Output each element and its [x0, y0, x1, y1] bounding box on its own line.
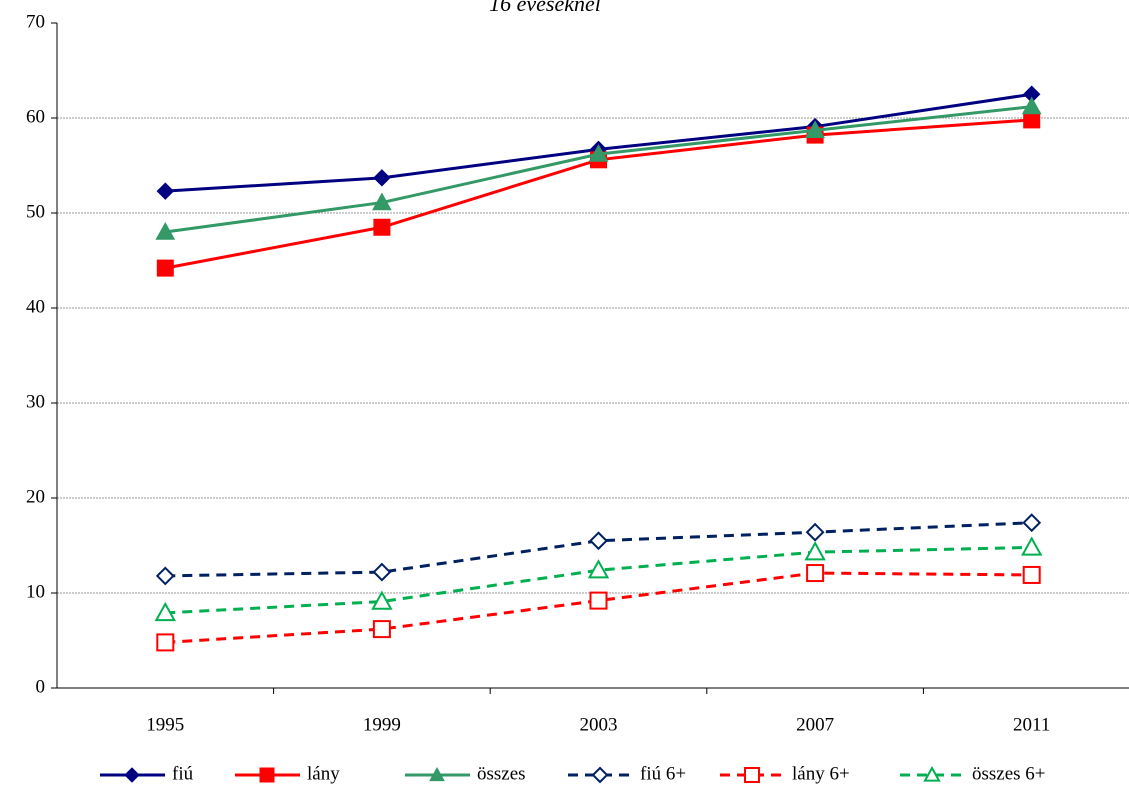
marker [806, 564, 825, 583]
marker [805, 522, 825, 542]
y-tick-label: 60 [26, 106, 45, 127]
x-tick-label: 2011 [1013, 714, 1050, 735]
marker [156, 259, 174, 277]
y-tick-label: 0 [36, 676, 46, 697]
marker [156, 182, 175, 200]
legend-label: összes 6+ [972, 763, 1046, 784]
y-tick-label: 30 [26, 391, 45, 412]
marker [589, 591, 608, 610]
marker [371, 590, 393, 610]
legend-label: fiú 6+ [640, 763, 686, 784]
marker [1021, 536, 1043, 556]
marker [589, 531, 608, 551]
marker [1022, 513, 1042, 533]
marker [372, 620, 391, 639]
marker [372, 192, 392, 211]
marker [156, 633, 175, 652]
x-tick-label: 2007 [796, 714, 834, 735]
series-line [165, 571, 1032, 644]
marker [1022, 565, 1041, 584]
marker [124, 767, 140, 783]
marker [155, 566, 175, 586]
marker [259, 767, 275, 783]
legend-label: lány [307, 763, 340, 784]
marker [923, 765, 941, 782]
x-tick-label: 2003 [580, 714, 618, 735]
y-tick-label: 40 [26, 296, 45, 317]
marker [372, 562, 392, 582]
legend-label: fiú [172, 763, 194, 784]
marker [429, 766, 445, 782]
y-tick-label: 10 [26, 581, 45, 602]
y-tick-label: 20 [26, 486, 45, 507]
series-line [165, 521, 1032, 578]
legend-label: lány 6+ [792, 763, 850, 784]
marker [373, 169, 391, 187]
marker [804, 541, 826, 561]
marker [744, 767, 760, 783]
y-tick-label: 70 [26, 11, 45, 32]
chart-title: 16 éveseknél [489, 0, 601, 16]
marker [1021, 96, 1042, 115]
legend-label: összes [477, 763, 526, 784]
marker [155, 221, 176, 240]
marker [373, 218, 391, 236]
y-tick-label: 50 [26, 201, 45, 222]
marker [588, 144, 609, 162]
x-tick-label: 1999 [363, 714, 401, 735]
marker [805, 120, 825, 139]
series-line [165, 545, 1032, 615]
marker [591, 766, 609, 784]
marker [154, 601, 176, 622]
marker [587, 559, 610, 579]
x-tick-label: 1995 [146, 714, 184, 735]
